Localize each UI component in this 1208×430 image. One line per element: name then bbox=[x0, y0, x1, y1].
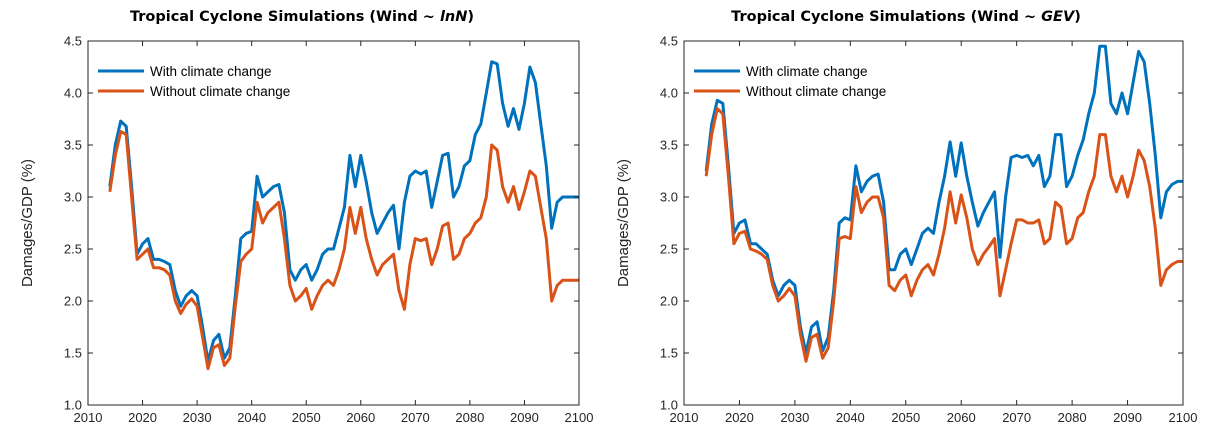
chart-title-suffix: ) bbox=[1074, 9, 1081, 25]
plot-area-border bbox=[683, 40, 1184, 406]
x-tick-label: 2080 bbox=[1058, 410, 1087, 425]
y-tick-label: 2.5 bbox=[64, 242, 82, 257]
line-chart-lnn: 2010 2020 2030 2040 2050 2060 2070 2080 2090 2100… bbox=[19, 34, 594, 426]
y-tick-label: 3.5 bbox=[660, 138, 678, 153]
y-tick-label: 4.5 bbox=[64, 34, 82, 49]
legend-label: Without climate change bbox=[150, 84, 290, 99]
x-tick-label: 2070 bbox=[401, 410, 430, 425]
chart-title: Tropical Cyclone Simulations (Wind ~ GEV… bbox=[604, 9, 1208, 25]
x-tick-label: 2060 bbox=[346, 410, 375, 425]
legend-label: With climate change bbox=[150, 64, 272, 79]
x-tick-label: 2020 bbox=[725, 410, 754, 425]
y-tick-label: 3.5 bbox=[64, 138, 82, 153]
x-tick-label: 2100 bbox=[1169, 410, 1198, 425]
x-tick-label: 2050 bbox=[292, 410, 321, 425]
y-tick-label: 4.0 bbox=[64, 86, 82, 101]
x-tick-label: 2020 bbox=[128, 410, 157, 425]
y-axis-label: Damages/GDP (%) bbox=[615, 159, 632, 287]
x-tick-label: 2030 bbox=[780, 410, 809, 425]
series-line-with-climate-change bbox=[704, 44, 1183, 355]
x-tick-label: 2030 bbox=[183, 410, 212, 425]
chart-title-suffix: ) bbox=[467, 9, 475, 25]
y-tick-label: 3.0 bbox=[64, 190, 82, 205]
chart-title-distribution: lnN bbox=[439, 9, 468, 25]
legend-label: With climate change bbox=[746, 64, 868, 79]
chart-title-distribution: GEV bbox=[1041, 9, 1075, 25]
x-tick-label: 2100 bbox=[565, 410, 594, 425]
x-tick-label: 2040 bbox=[836, 410, 865, 425]
x-tick-label: 2010 bbox=[670, 410, 699, 425]
y-tick-label: 2.0 bbox=[64, 294, 82, 309]
y-axis-label: Damages/GDP (%) bbox=[19, 159, 36, 287]
y-tick-label: 1.5 bbox=[64, 346, 82, 361]
chart-title-prefix: Tropical Cyclone Simulations (Wind ~ bbox=[129, 9, 440, 25]
y-tick-label: 2.5 bbox=[660, 242, 678, 257]
y-tick-label: 1.5 bbox=[660, 346, 678, 361]
x-tick-label: 2090 bbox=[510, 410, 539, 425]
x-tick-label: 2070 bbox=[1002, 410, 1031, 425]
series-line-with-climate-change bbox=[108, 60, 579, 363]
x-tick-label: 2010 bbox=[74, 410, 103, 425]
x-tick-label: 2090 bbox=[1113, 410, 1142, 425]
y-tick-label: 4.5 bbox=[660, 34, 678, 49]
y-tick-label: 4.0 bbox=[660, 86, 678, 101]
plot-area-border bbox=[87, 40, 580, 406]
x-tick-label: 2060 bbox=[947, 410, 976, 425]
chart-title: Tropical Cyclone Simulations (Wind ~ lnN… bbox=[0, 9, 604, 25]
x-tick-label: 2050 bbox=[891, 410, 920, 425]
legend-label: Without climate change bbox=[746, 84, 886, 99]
y-tick-label: 1.0 bbox=[64, 398, 82, 413]
series-line-without-climate-change bbox=[108, 130, 579, 371]
y-tick-label: 2.0 bbox=[660, 294, 678, 309]
x-tick-label: 2080 bbox=[455, 410, 484, 425]
chart-title-prefix: Tropical Cyclone Simulations (Wind ~ bbox=[731, 9, 1042, 25]
x-tick-label: 2040 bbox=[237, 410, 266, 425]
y-tick-label: 1.0 bbox=[660, 398, 678, 413]
line-chart-gev: 2010 2020 2030 2040 2050 2060 2070 2080 2090 2100… bbox=[615, 34, 1198, 426]
y-tick-label: 3.0 bbox=[660, 190, 678, 205]
series-line-without-climate-change bbox=[704, 107, 1183, 363]
